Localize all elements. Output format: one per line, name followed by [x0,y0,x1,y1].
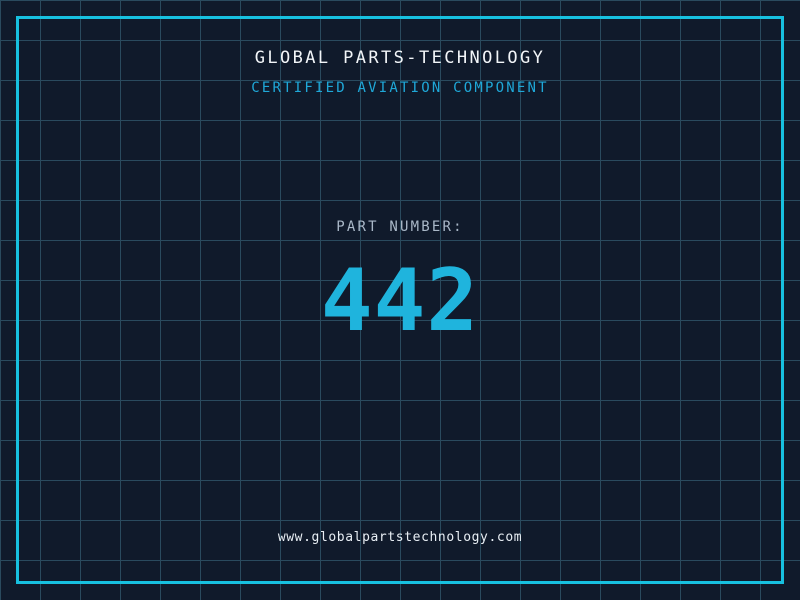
page-subtitle: CERTIFIED AVIATION COMPONENT [251,80,549,96]
part-number-label: PART NUMBER: [336,219,464,235]
footer-website-url: www.globalpartstechnology.com [277,530,523,545]
part-number-value: 442 [320,251,480,351]
page-title: GLOBAL PARTS-TECHNOLOGY [254,48,546,68]
